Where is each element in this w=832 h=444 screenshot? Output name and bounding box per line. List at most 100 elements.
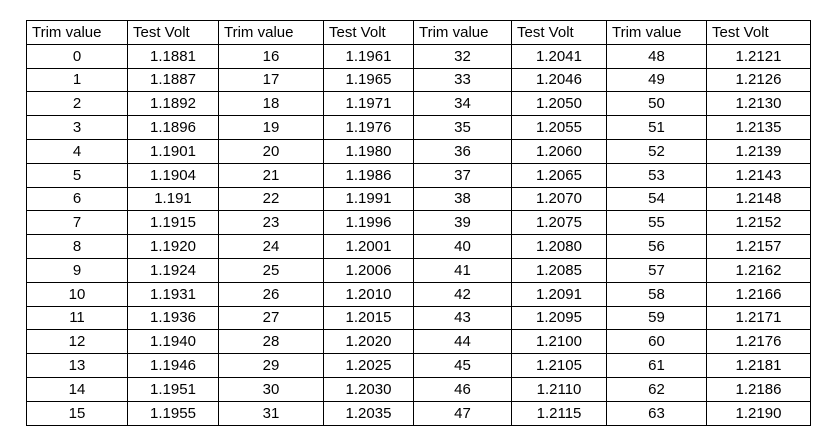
table-row: 11 1.1936 27 1.2015 43 1.2095 59 1.2171 <box>26 305 811 331</box>
trim-value-cell: 35 <box>413 115 512 140</box>
trim-value-cell: 60 <box>606 329 707 355</box>
test-volt-cell: 1.1961 <box>323 43 414 69</box>
table-row: 7 1.1915 23 1.1996 39 1.2075 55 1.2152 <box>26 210 811 236</box>
test-volt-cell: 1.1936 <box>127 305 219 331</box>
test-volt-cell: 1.2139 <box>706 138 811 164</box>
trim-value-cell: 39 <box>413 210 512 236</box>
test-volt-cell: 1.1881 <box>127 43 219 69</box>
table-row: 13 1.1946 29 1.2025 45 1.2105 61 1.2181 <box>26 353 811 378</box>
trim-value-column-header: Trim value <box>606 20 707 45</box>
trim-value-cell: 46 <box>413 376 512 402</box>
test-volt-cell: 1.2091 <box>511 281 607 307</box>
test-volt-cell: 1.1940 <box>127 329 219 355</box>
trim-value-cell: 45 <box>413 353 512 378</box>
trim-value-cell: 28 <box>218 329 324 355</box>
trim-value-cell: 51 <box>606 115 707 140</box>
table-row: 12 1.1940 28 1.2020 44 1.2100 60 1.2176 <box>26 329 811 355</box>
test-volt-cell: 1.1976 <box>323 115 414 140</box>
trim-value-cell: 25 <box>218 257 324 283</box>
trim-value-cell: 30 <box>218 376 324 402</box>
test-volt-cell: 1.2015 <box>323 305 414 331</box>
trim-value-cell: 10 <box>26 281 128 307</box>
table-row: 8 1.1920 24 1.2001 40 1.2080 56 1.2157 <box>26 234 811 259</box>
trim-value-cell: 26 <box>218 281 324 307</box>
test-volt-cell: 1.1965 <box>323 67 414 93</box>
test-volt-cell: 1.2176 <box>706 329 811 355</box>
test-volt-column-header: Test Volt <box>706 20 811 45</box>
test-volt-cell: 1.2121 <box>706 43 811 69</box>
test-volt-column-header: Test Volt <box>127 20 219 45</box>
test-volt-cell: 1.2085 <box>511 257 607 283</box>
trim-value-cell: 55 <box>606 210 707 236</box>
test-volt-cell: 1.2001 <box>323 234 414 259</box>
test-volt-cell: 1.2050 <box>511 91 607 117</box>
test-volt-cell: 1.1955 <box>127 400 219 426</box>
trim-value-cell: 9 <box>26 257 128 283</box>
test-volt-cell: 1.191 <box>127 186 219 212</box>
trim-value-cell: 19 <box>218 115 324 140</box>
test-volt-cell: 1.1924 <box>127 257 219 283</box>
trim-value-cell: 59 <box>606 305 707 331</box>
test-volt-cell: 1.2152 <box>706 210 811 236</box>
test-volt-cell: 1.1986 <box>323 162 414 188</box>
test-volt-cell: 1.2126 <box>706 67 811 93</box>
test-volt-cell: 1.2186 <box>706 376 811 402</box>
trim-value-cell: 29 <box>218 353 324 378</box>
table-row: 15 1.1955 31 1.2035 47 1.2115 63 1.2190 <box>26 400 811 426</box>
table-row: 4 1.1901 20 1.1980 36 1.2060 52 1.2139 <box>26 138 811 164</box>
table-row: 6 1.191 22 1.1991 38 1.2070 54 1.2148 <box>26 186 811 212</box>
test-volt-cell: 1.2100 <box>511 329 607 355</box>
trim-value-cell: 53 <box>606 162 707 188</box>
test-volt-cell: 1.2030 <box>323 376 414 402</box>
test-volt-cell: 1.2070 <box>511 186 607 212</box>
trim-value-cell: 5 <box>26 162 128 188</box>
test-volt-cell: 1.2006 <box>323 257 414 283</box>
test-volt-cell: 1.2075 <box>511 210 607 236</box>
table-row: 1 1.1887 17 1.1965 33 1.2046 49 1.2126 <box>26 67 811 93</box>
test-volt-cell: 1.1915 <box>127 210 219 236</box>
trim-value-cell: 47 <box>413 400 512 426</box>
trim-value-cell: 44 <box>413 329 512 355</box>
trim-value-cell: 16 <box>218 43 324 69</box>
test-volt-cell: 1.1904 <box>127 162 219 188</box>
test-volt-cell: 1.2130 <box>706 91 811 117</box>
trim-value-cell: 52 <box>606 138 707 164</box>
trim-value-cell: 7 <box>26 210 128 236</box>
trim-value-cell: 41 <box>413 257 512 283</box>
test-volt-cell: 1.2065 <box>511 162 607 188</box>
test-volt-cell: 1.1931 <box>127 281 219 307</box>
trim-value-cell: 49 <box>606 67 707 93</box>
trim-value-cell: 31 <box>218 400 324 426</box>
trim-value-cell: 18 <box>218 91 324 117</box>
trim-value-cell: 17 <box>218 67 324 93</box>
test-volt-column-header: Test Volt <box>511 20 607 45</box>
trim-value-cell: 1 <box>26 67 128 93</box>
test-volt-cell: 1.2157 <box>706 234 811 259</box>
trim-value-cell: 61 <box>606 353 707 378</box>
test-volt-column-header: Test Volt <box>323 20 414 45</box>
test-volt-cell: 1.2110 <box>511 376 607 402</box>
test-volt-cell: 1.1896 <box>127 115 219 140</box>
trim-value-cell: 58 <box>606 281 707 307</box>
test-volt-cell: 1.2148 <box>706 186 811 212</box>
trim-value-cell: 24 <box>218 234 324 259</box>
test-volt-cell: 1.2162 <box>706 257 811 283</box>
test-volt-cell: 1.2171 <box>706 305 811 331</box>
test-volt-cell: 1.1920 <box>127 234 219 259</box>
trim-value-cell: 3 <box>26 115 128 140</box>
test-volt-cell: 1.2020 <box>323 329 414 355</box>
table-row: 2 1.1892 18 1.1971 34 1.2050 50 1.2130 <box>26 91 811 117</box>
test-volt-cell: 1.2105 <box>511 353 607 378</box>
trim-value-cell: 2 <box>26 91 128 117</box>
trim-value-cell: 33 <box>413 67 512 93</box>
trim-value-cell: 11 <box>26 305 128 331</box>
test-volt-cell: 1.2080 <box>511 234 607 259</box>
trim-value-cell: 4 <box>26 138 128 164</box>
trim-value-cell: 37 <box>413 162 512 188</box>
table-row: 14 1.1951 30 1.2030 46 1.2110 62 1.2186 <box>26 376 811 402</box>
trim-value-cell: 27 <box>218 305 324 331</box>
test-volt-cell: 1.1892 <box>127 91 219 117</box>
test-volt-cell: 1.2135 <box>706 115 811 140</box>
trim-value-column-header: Trim value <box>218 20 324 45</box>
